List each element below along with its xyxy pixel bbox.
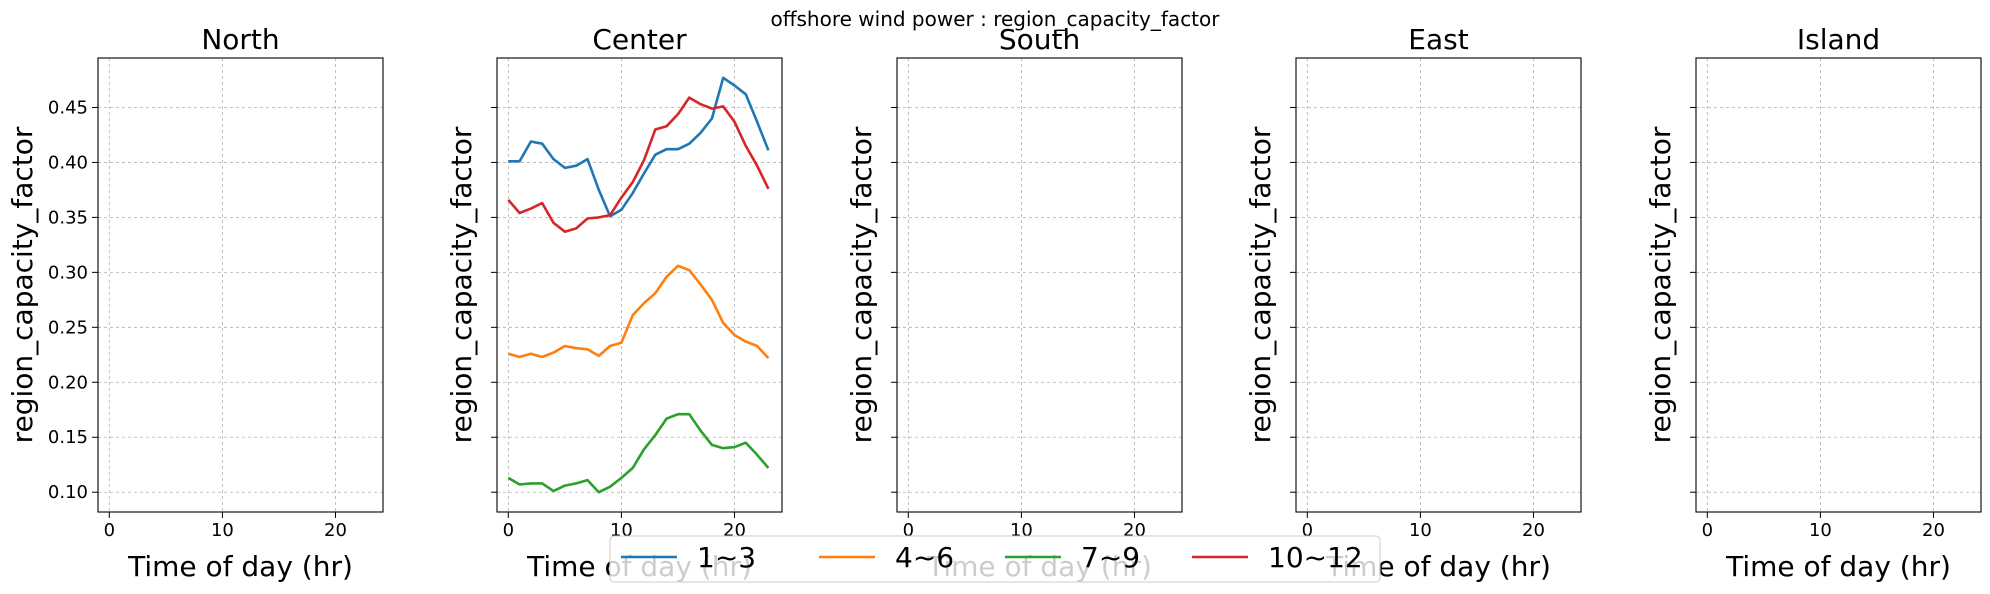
x-axis-label: Time of day (hr) [127,550,353,583]
panel-south: 01020SouthTime of day (hr)region_capacit… [845,23,1183,583]
x-tick-label: 10 [1809,520,1832,541]
x-tick-label: 10 [211,520,234,541]
x-axis-label: Time of day (hr) [1725,550,1951,583]
y-tick-label: 0.15 [48,427,88,448]
series-line-7~9 [507,412,770,494]
y-tick-label: 0.25 [48,317,88,338]
legend-box [609,535,1381,583]
x-tick-label: 10 [1409,520,1432,541]
panel-north: 0 10 20 0.10 0.15 0.20 0.25 0.30 0.35 0.40 0.45 Nor… [6,23,384,583]
x-tick-label: 20 [1922,520,1945,541]
plot-frame [896,57,1183,513]
y-axis-label: region_capacity_factor [445,126,478,443]
legend: 1~3 4~6 7~9 10~12 [609,535,1381,583]
panel-title: Island [1797,23,1880,56]
x-tick-label: 0 [503,520,514,541]
legend-label: 7~9 [1081,541,1140,574]
legend-item-10~12: 10~12 [1192,541,1363,574]
legend-label: 10~12 [1268,541,1363,574]
x-tick-label: 0 [1702,520,1713,541]
x-tick-label: 20 [1522,520,1545,541]
legend-label: 4~6 [895,541,954,574]
x-tick-label: 20 [324,520,347,541]
plot-frame [97,57,384,513]
series-line-1~3 [508,76,770,218]
legend-item-4~6: 4~6 [819,541,954,574]
panel-title: East [1408,23,1468,56]
y-tick-label: 0.35 [48,207,88,228]
x-tick-label: 0 [903,520,914,541]
y-tick-label: 0.20 [48,372,88,393]
panel-title: Center [592,23,687,56]
y-tick-label: 0.45 [48,97,88,118]
series-line-4~6 [507,264,770,359]
panel-title: South [999,23,1080,56]
plot-frame [496,57,783,513]
chart-title: offshore wind power : region_capacity_fa… [771,7,1221,31]
y-tick-label: 0.10 [48,482,88,503]
y-tick-label: 0.40 [48,152,88,173]
legend-label: 1~3 [697,541,756,574]
panels: 0 10 20 0.10 0.15 0.20 0.25 0.30 0.35 0.40 0.45 Nor… [6,23,1982,583]
y-axis-label: region_capacity_factor [1244,126,1277,443]
y-tick-label: 0.30 [48,262,88,283]
x-tick-label: 0 [1302,520,1313,541]
legend-item-1~3: 1~3 [621,541,756,574]
panel-island: 0 10 20 Island Time of day (hr) region_capaci… [1644,23,1982,583]
panel-title: North [201,23,279,56]
y-axis-label: region_capacity_factor [6,126,39,443]
y-axis-label: region_capacity_factor [845,126,878,443]
legend-item-7~9: 7~9 [1005,541,1140,574]
series-line-10~12 [507,96,770,233]
x-tick-label: 0 [104,520,115,541]
plot-frame [1695,57,1982,513]
plot-frame [1295,57,1582,513]
y-axis-label: region_capacity_factor [1644,126,1677,443]
